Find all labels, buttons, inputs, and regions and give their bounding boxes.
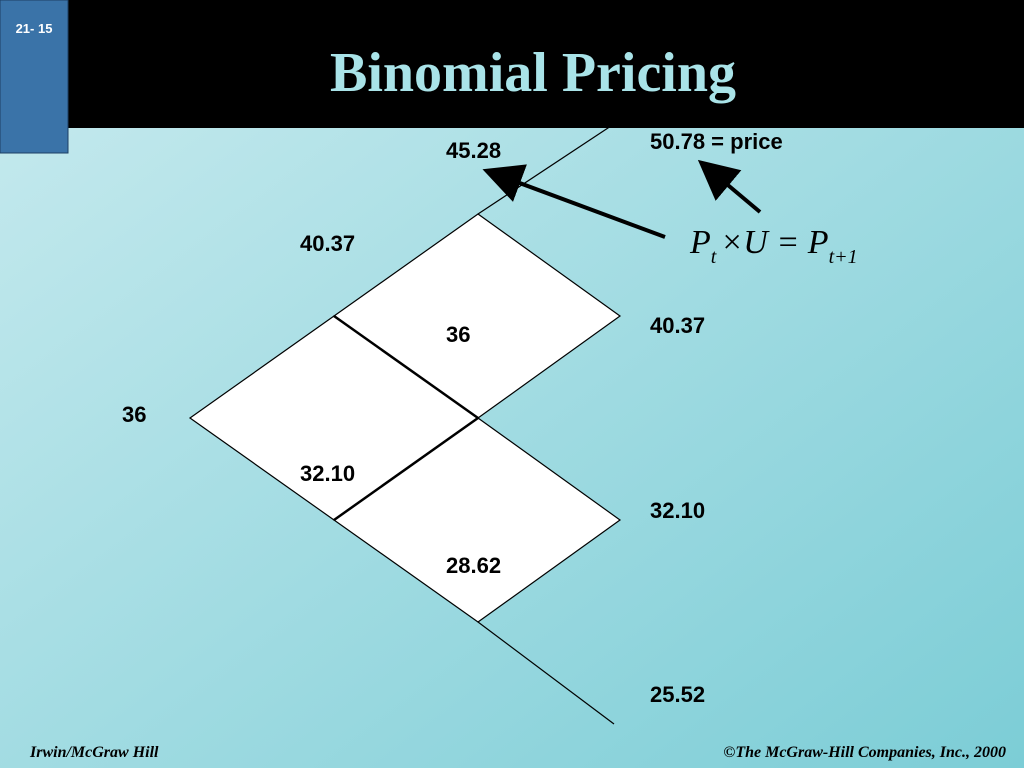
node-label: 45.28 bbox=[446, 138, 501, 163]
formula-subscript: t+1 bbox=[829, 246, 858, 268]
node-labels: 36 40.37 32.10 45.28 36 28.62 50.78 = pr… bbox=[122, 129, 783, 707]
formula-subscript: t bbox=[711, 246, 717, 268]
node-label: 25.52 bbox=[650, 682, 705, 707]
arrow bbox=[697, 159, 762, 214]
footer-left: Irwin/McGraw Hill bbox=[29, 744, 159, 761]
node-label: 36 bbox=[446, 322, 470, 347]
slide-number-box bbox=[0, 0, 69, 154]
node-label: 50.78 = price bbox=[650, 129, 783, 154]
edge bbox=[333, 314, 479, 420]
formula: Pt ×U = Pt+1 bbox=[689, 224, 858, 268]
tree bbox=[188, 123, 622, 725]
node-label: 40.37 bbox=[300, 231, 355, 256]
header-bar bbox=[0, 0, 1024, 128]
edge bbox=[333, 416, 479, 522]
node-label: 36 bbox=[122, 402, 146, 427]
node-label: 32.10 bbox=[300, 461, 355, 486]
arrow bbox=[482, 164, 666, 239]
edge bbox=[477, 621, 615, 725]
footer-right: ©The McGraw-Hill Companies, Inc., 2000 bbox=[723, 744, 1006, 761]
node-label: 32.10 bbox=[650, 498, 705, 523]
formula-part: P bbox=[689, 224, 711, 261]
formula-part: ×U = P bbox=[720, 224, 828, 261]
slide-number: 21- 15 bbox=[16, 21, 53, 36]
node-label: 40.37 bbox=[650, 313, 705, 338]
title: Binomial Pricing bbox=[330, 42, 736, 104]
node-label: 28.62 bbox=[446, 553, 501, 578]
